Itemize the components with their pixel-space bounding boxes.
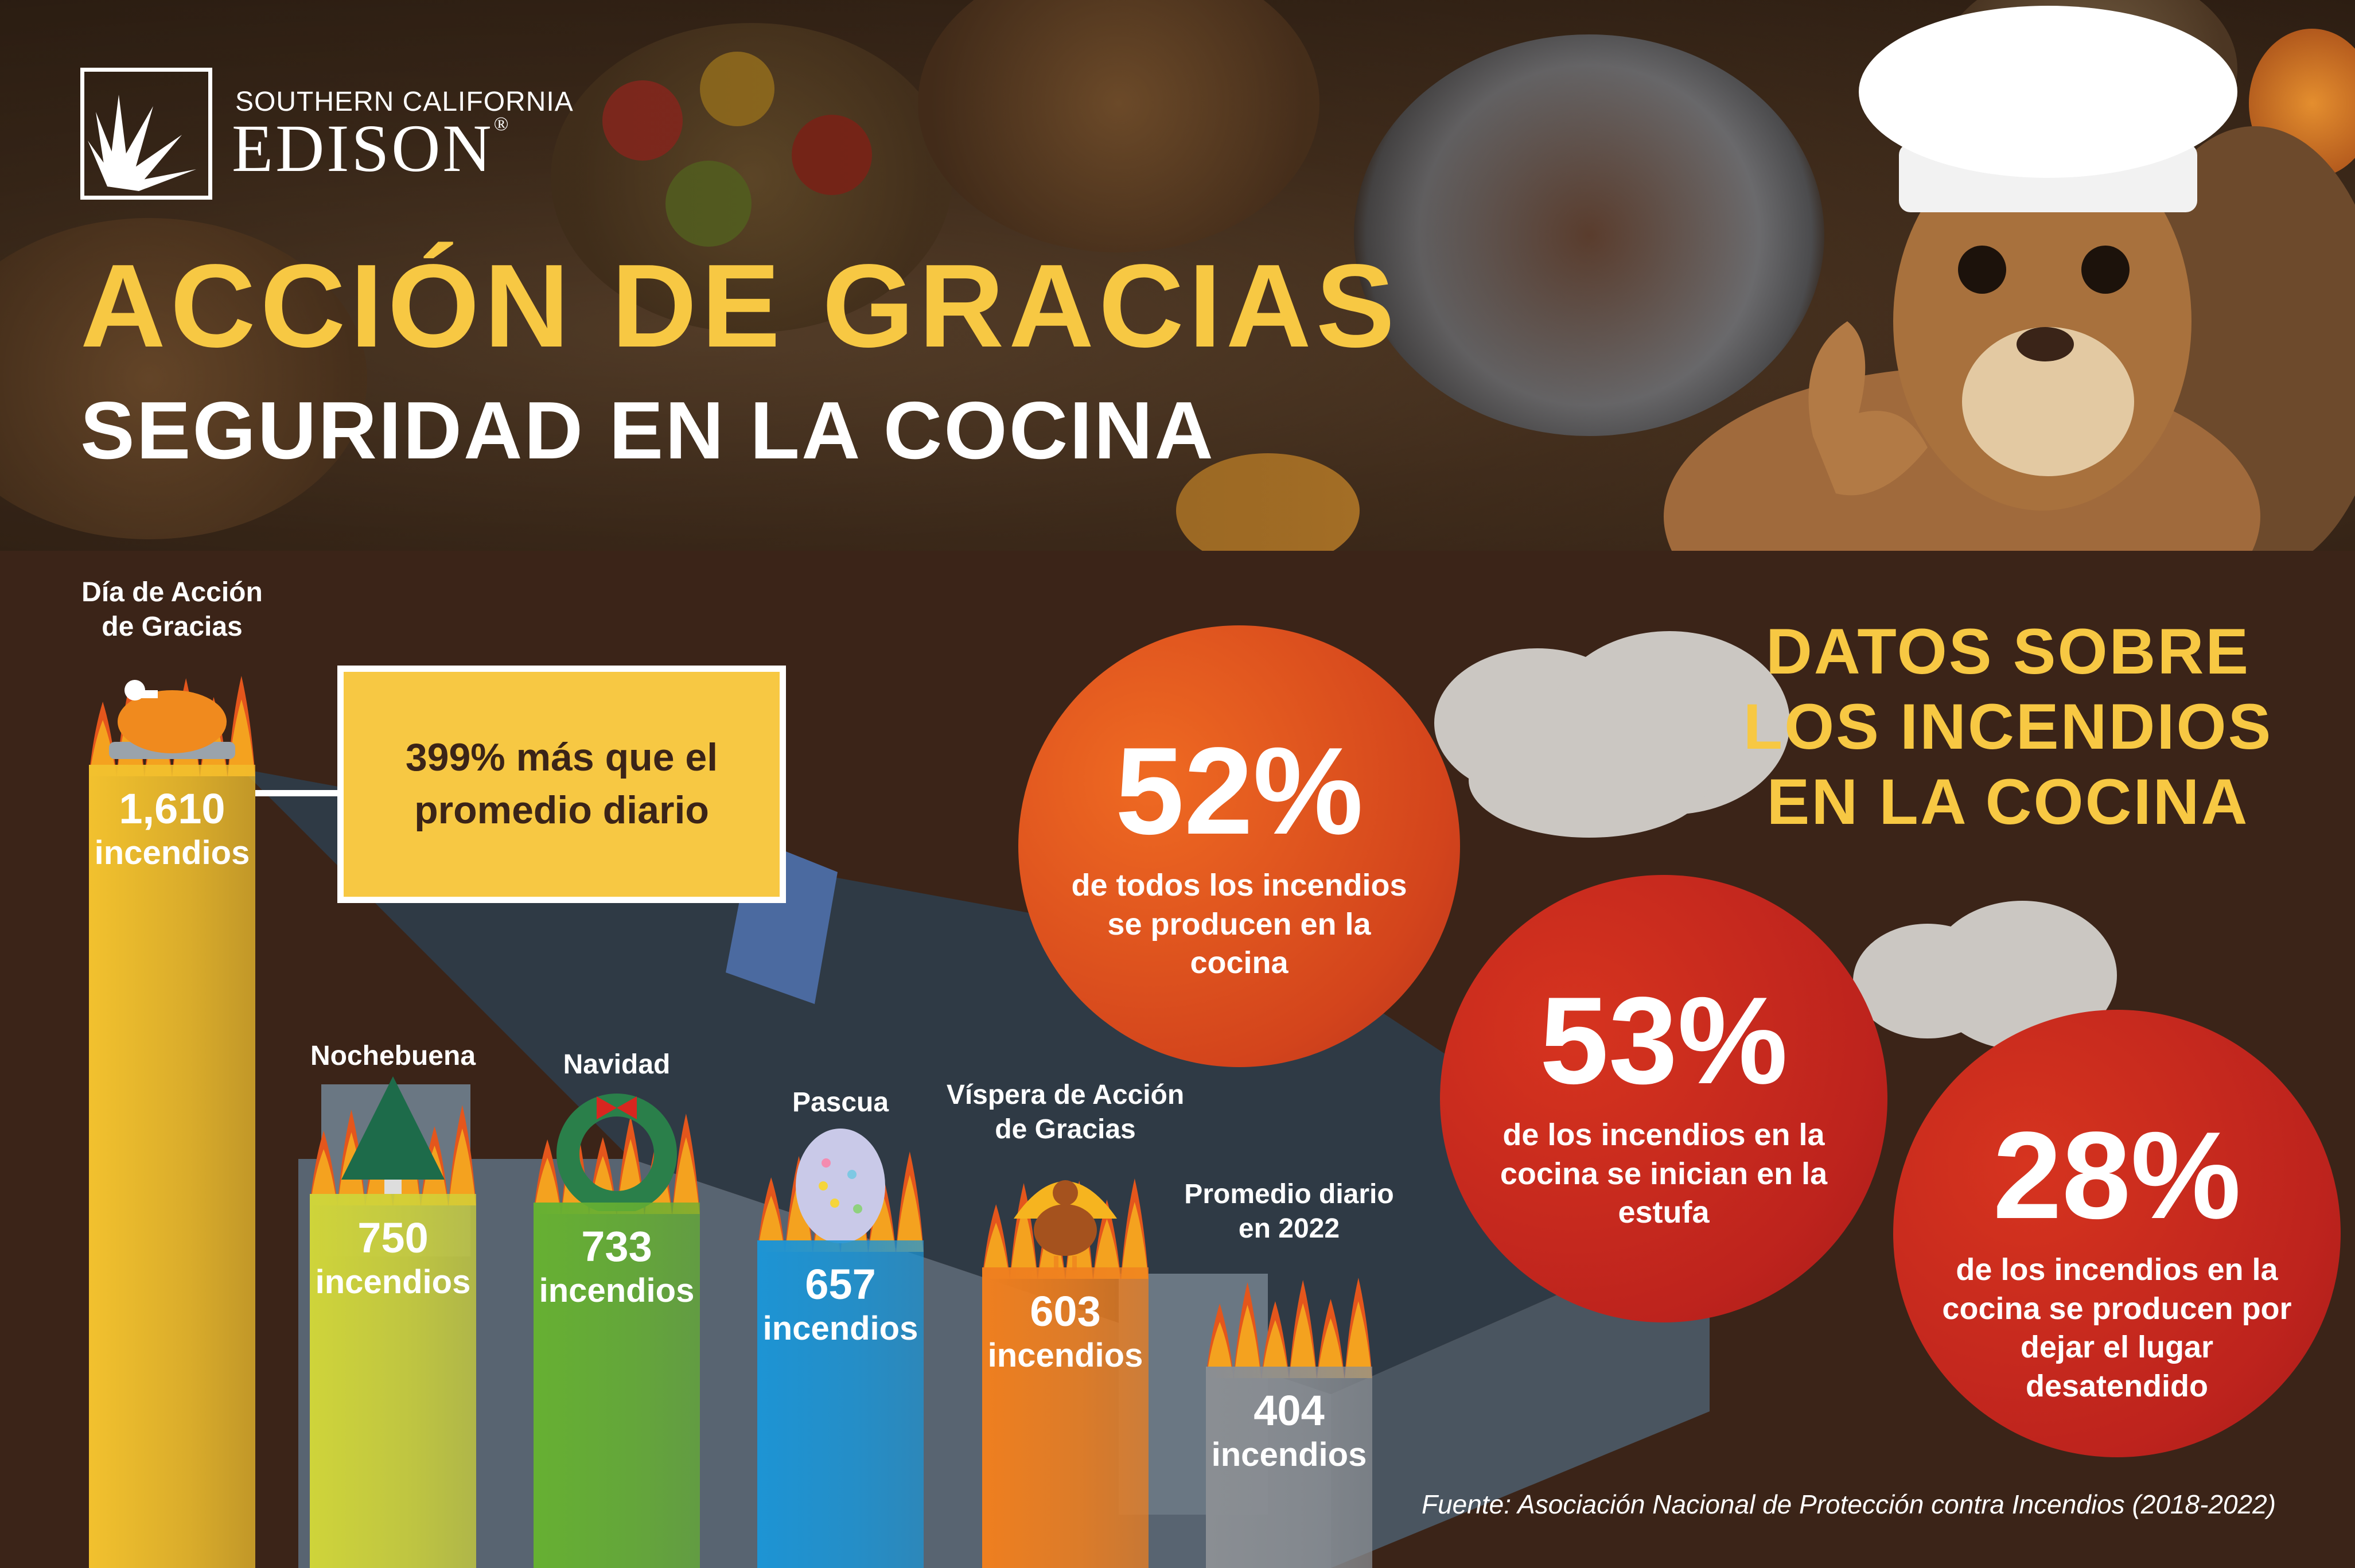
bar-unit-label: incendios bbox=[1211, 1436, 1367, 1473]
category-label: Pascua bbox=[792, 1087, 889, 1118]
chef-hat-top bbox=[1859, 6, 2237, 178]
callout-box: 399% más que el promedio diario bbox=[337, 666, 786, 903]
fact-circle-1: 52% de todos los incendios se producen e… bbox=[1018, 625, 1460, 1067]
flames-graphic bbox=[310, 1105, 476, 1205]
wreath-icon bbox=[556, 1094, 677, 1211]
fact-text: de los incendios en la cocina se produce… bbox=[1942, 1252, 2292, 1403]
header-photo-banner: SOUTHERN CALIFORNIA EDISON® ACCIÓN DE GR… bbox=[0, 0, 2355, 551]
smoke-cloud bbox=[1469, 723, 1710, 838]
logo-company-tagline: SOUTHERN CALIFORNIA bbox=[235, 87, 574, 117]
christmas-tree-icon bbox=[341, 1076, 445, 1194]
bar bbox=[534, 1203, 700, 1568]
squirrel-nose bbox=[2017, 327, 2074, 361]
turkey-icon bbox=[1014, 1180, 1117, 1270]
house-roof bbox=[241, 769, 1710, 1394]
flames-graphic bbox=[1206, 1278, 1372, 1378]
roast-turkey-icon bbox=[109, 680, 235, 759]
callout-text: 399% más que el promedio diario bbox=[405, 736, 718, 832]
category-label: Víspera de Acción de Gracias bbox=[946, 1080, 1185, 1145]
bar-value-label: 657 bbox=[805, 1260, 876, 1308]
company-logo bbox=[80, 68, 212, 200]
chart-section: 1,610 incendios Día de Acción de Gracias 75… bbox=[0, 551, 2355, 1568]
page-title: ACCIÓN DE GRACIAS bbox=[80, 240, 1400, 372]
bar-unit-label: incendios bbox=[315, 1263, 471, 1301]
facts-title: DATOS SOBRE LOS INCENDIOS EN LA COCINA bbox=[1743, 616, 2273, 838]
bar bbox=[1206, 1367, 1372, 1568]
fact-percent: 52% bbox=[1115, 721, 1364, 860]
bar-value-label: 1,610 bbox=[119, 785, 225, 832]
bar bbox=[89, 765, 255, 1568]
squirrel-muzzle bbox=[1962, 327, 2134, 476]
category-label: Navidad bbox=[563, 1049, 671, 1080]
page-subtitle: SEGURIDAD EN LA COCINA bbox=[80, 385, 1215, 476]
category-label: Día de Acción de Gracias bbox=[81, 577, 263, 642]
squirrel-thumbs-up-paw bbox=[1808, 321, 1928, 496]
registered-mark: ® bbox=[493, 114, 511, 135]
bar-unit-label: incendios bbox=[762, 1310, 918, 1347]
squirrel-chef-mascot bbox=[1664, 6, 2355, 551]
logo-company-name-text: EDISON bbox=[232, 111, 494, 186]
source-citation: Fuente: Asociación Nacional de Protecció… bbox=[1422, 1489, 2276, 1519]
easter-egg-icon bbox=[796, 1129, 885, 1243]
squirrel-eye bbox=[2081, 246, 2130, 294]
bar bbox=[982, 1267, 1149, 1568]
fact-circle-3: 28% de los incendios en la cocina se pro… bbox=[1893, 1010, 2341, 1457]
fact-percent: 28% bbox=[1992, 1106, 2241, 1244]
sunburst-logo-icon bbox=[88, 95, 196, 191]
fact-text: de todos los incendios se producen en la… bbox=[1071, 868, 1407, 980]
category-label: Promedio diario en 2022 bbox=[1184, 1179, 1394, 1244]
squirrel-eye bbox=[1958, 246, 2006, 294]
flames-graphic bbox=[982, 1178, 1149, 1279]
fact-circle-2: 53% de los incendios en la cocina se ini… bbox=[1440, 875, 1887, 1322]
logo-company-name: EDISON® bbox=[232, 115, 511, 182]
callout-connector bbox=[255, 790, 347, 796]
bar-value-label: 733 bbox=[581, 1223, 652, 1270]
bar-unit-label: incendios bbox=[539, 1272, 695, 1309]
category-label: Nochebuena bbox=[310, 1041, 476, 1071]
bar bbox=[757, 1240, 924, 1568]
bar bbox=[310, 1194, 476, 1568]
bar-unit-label: incendios bbox=[94, 834, 250, 871]
bar-value-label: 750 bbox=[357, 1214, 429, 1262]
fact-text: de los incendios en la cocina se inician… bbox=[1500, 1118, 1828, 1230]
bar-unit-label: incendios bbox=[987, 1337, 1143, 1374]
fact-percent: 53% bbox=[1539, 971, 1788, 1110]
bar-value-label: 603 bbox=[1030, 1287, 1101, 1335]
bar-value-label: 404 bbox=[1254, 1387, 1325, 1434]
